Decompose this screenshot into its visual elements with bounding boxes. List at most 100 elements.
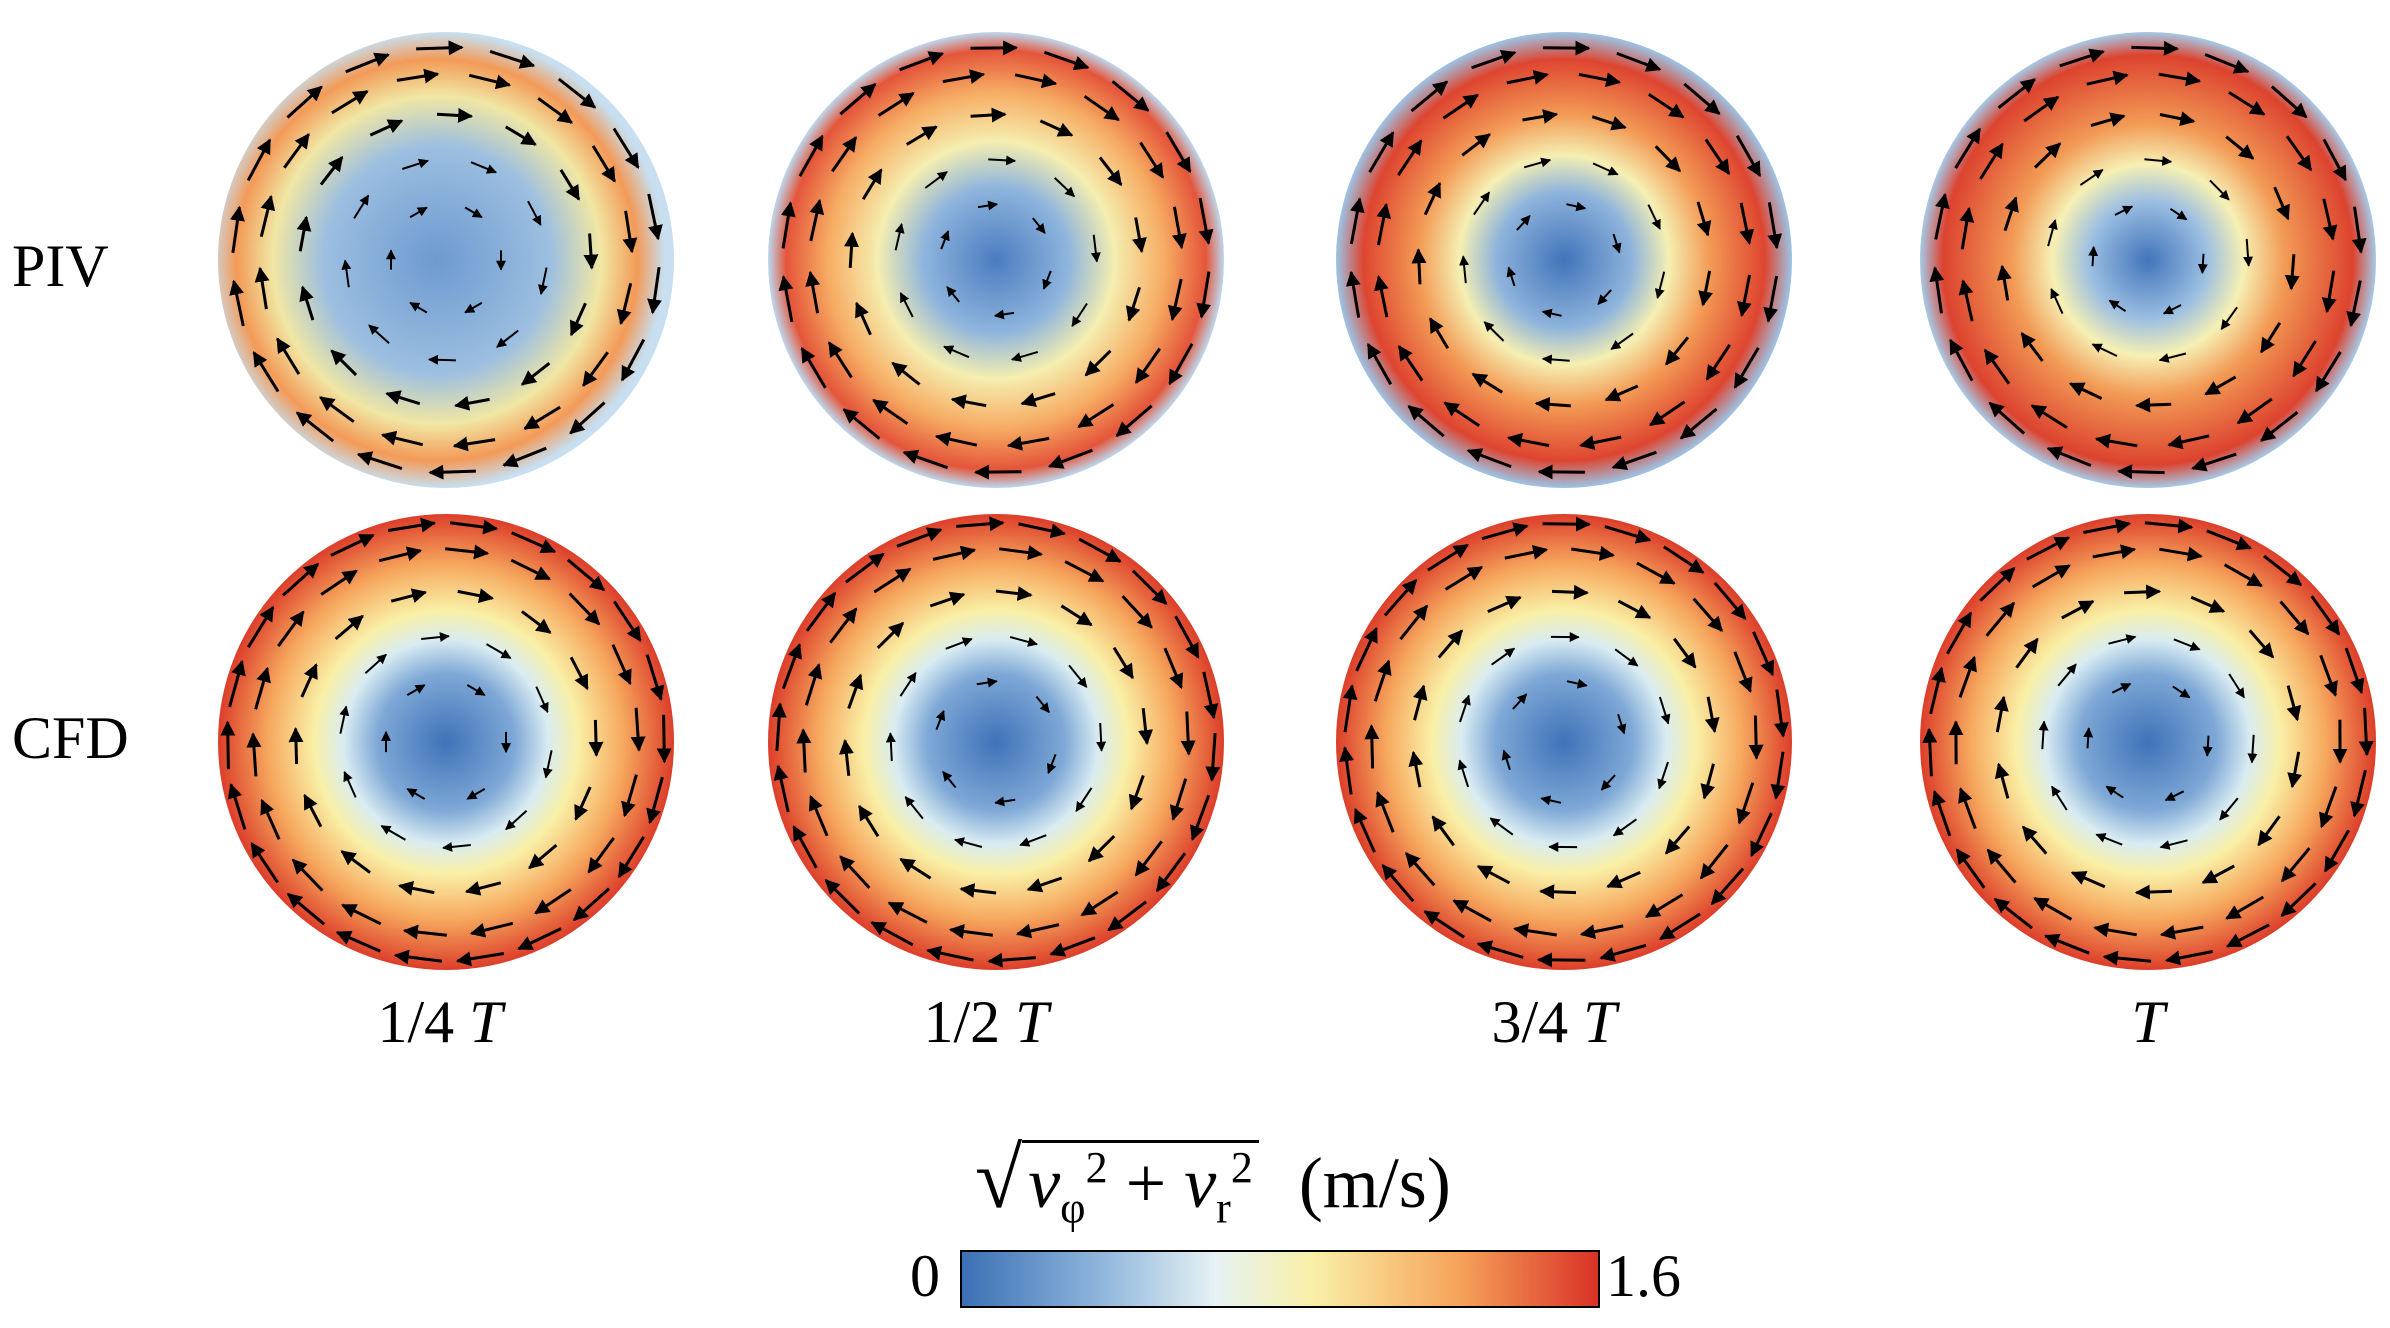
velocity-arrow [406, 788, 426, 800]
velocity-arrow [942, 770, 957, 789]
velocity-arrow [1983, 348, 2011, 385]
velocity-arrow [1516, 215, 1531, 231]
velocity-arrow [792, 825, 818, 869]
velocity-arrow [1483, 321, 1505, 342]
panel-piv-1 [218, 32, 674, 488]
velocity-arrow [1077, 403, 1115, 429]
velocity-arrow [1664, 825, 1691, 855]
velocity-arrow [2202, 735, 2213, 757]
velocity-arrow [559, 169, 581, 201]
velocity-arrow [1342, 684, 1358, 733]
velocity-arrow [523, 405, 561, 430]
velocity-arrow [252, 351, 280, 393]
velocity-arrow [896, 527, 943, 548]
velocity-arrow [2144, 155, 2173, 166]
velocity-arrow [1125, 286, 1141, 322]
velocity-arrow [1612, 818, 1637, 837]
velocity-arrow [281, 562, 320, 597]
colorbar [960, 1250, 1600, 1308]
velocity-arrow [954, 837, 983, 848]
velocity-arrow [2095, 833, 2123, 846]
velocity-arrow [1647, 93, 1685, 119]
velocity-arrow [319, 156, 344, 186]
velocity-arrow [949, 924, 993, 939]
velocity-arrow [1578, 72, 1622, 88]
column-label-2-symbol: T [1015, 989, 1049, 1055]
velocity-arrow [1522, 109, 1559, 124]
velocity-arrow [296, 215, 312, 252]
velocity-arrow [2257, 815, 2281, 847]
velocity-arrow [656, 714, 672, 764]
velocity-arrow [445, 544, 490, 560]
velocity-arrow [1375, 791, 1395, 833]
panel-cfd-2 [768, 514, 1224, 970]
velocity-arrow [1134, 840, 1163, 877]
velocity-arrow [1134, 347, 1161, 384]
velocity-arrow [1042, 270, 1052, 290]
velocity-arrow [2247, 734, 2258, 764]
velocity-arrow [2173, 638, 2201, 651]
velocity-arrow [496, 329, 519, 348]
velocity-arrow [842, 408, 881, 440]
velocity-arrow [341, 903, 382, 926]
velocity-arrow [1020, 392, 1056, 407]
velocity-arrow [1068, 664, 1088, 688]
velocity-arrow [2093, 922, 2137, 938]
velocity-arrow [1412, 684, 1428, 721]
velocity-arrow [335, 930, 381, 953]
velocity-arrow [2050, 288, 2064, 315]
velocity-arrow [527, 200, 542, 226]
velocity-arrow [2280, 847, 2311, 883]
velocity-arrow [646, 776, 664, 825]
velocity-arrow [2243, 238, 2254, 267]
velocity-arrow [621, 774, 638, 818]
velocity-arrow [1410, 80, 1449, 113]
velocity-arrow [401, 158, 429, 170]
velocity-arrow [1006, 435, 1050, 451]
velocity-arrow [254, 266, 270, 310]
velocity-arrow [537, 97, 573, 124]
velocity-arrow [442, 841, 471, 852]
velocity-arrow [2105, 785, 2124, 799]
velocity-arrow [428, 464, 476, 480]
velocity-arrow [1541, 308, 1562, 319]
velocity-arrow [1591, 115, 1627, 131]
velocity-arrow [574, 786, 592, 821]
velocity-arrow [855, 301, 872, 336]
velocity-arrow [1579, 924, 1624, 940]
velocity-arrow [2088, 245, 2099, 267]
velocity-arrow [647, 193, 663, 241]
velocity-arrow [1750, 812, 1773, 858]
velocity-arrow [511, 531, 557, 554]
colorbar-unit: (m/s) [1298, 1143, 1451, 1223]
velocity-arrow [616, 282, 633, 326]
velocity-arrow [1699, 843, 1729, 880]
velocity-arrow [2167, 434, 2210, 450]
velocity-arrow [1739, 202, 1755, 245]
velocity-arrow [396, 68, 440, 84]
velocity-arrow [2044, 933, 2090, 955]
velocity-arrow [286, 892, 326, 926]
velocity-arrow [1748, 715, 1764, 760]
velocity-arrow [1096, 722, 1107, 752]
velocity-arrow [1733, 347, 1760, 389]
velocity-arrow [416, 40, 464, 56]
velocity-arrow [926, 945, 974, 962]
velocity-arrow [940, 230, 950, 250]
velocity-arrow [2260, 321, 2282, 354]
velocity-arrow [2159, 546, 2203, 562]
velocity-arrow [259, 194, 276, 238]
velocity-arrow [977, 200, 999, 211]
velocity-arrow [502, 446, 547, 468]
velocity-arrow [299, 285, 315, 321]
velocity-disc [218, 32, 674, 488]
velocity-arrow [887, 901, 928, 924]
velocity-arrow [1523, 157, 1552, 169]
velocity-arrow [1205, 733, 1221, 782]
velocity-arrow [1692, 597, 1724, 632]
velocity-arrow [995, 586, 1033, 601]
velocity-arrow [1443, 401, 1481, 427]
velocity-arrow [1368, 131, 1395, 173]
velocity-arrow [2292, 340, 2317, 378]
